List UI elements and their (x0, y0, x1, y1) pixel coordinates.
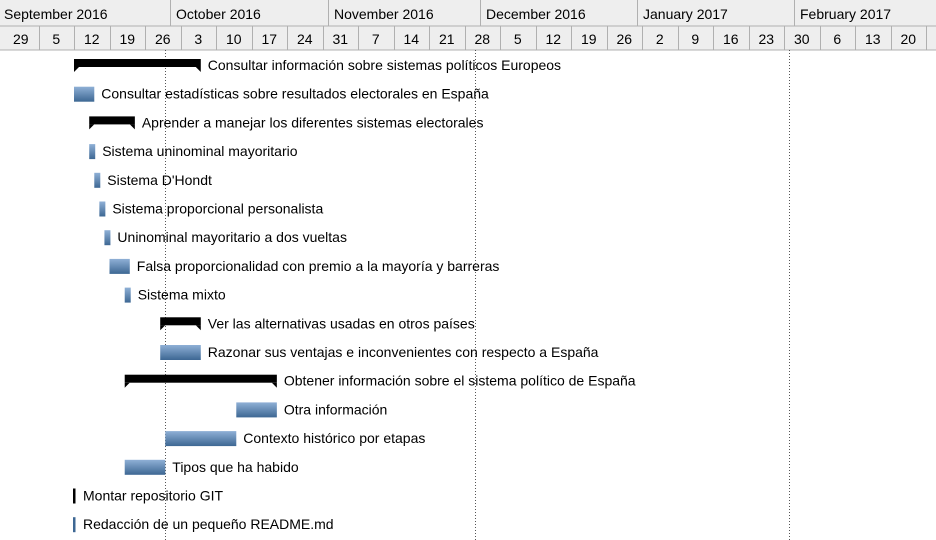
task-row: Sistema mixto (124, 287, 226, 303)
week-label: 31 (332, 31, 348, 47)
week-label: 26 (616, 31, 632, 47)
summary-bar-right-cap (195, 67, 201, 72)
month-label: February 2017 (800, 6, 891, 22)
task-row: Razonar sus ventajas e inconvenientes co… (160, 344, 599, 360)
month-label: November 2016 (334, 6, 434, 22)
month-header-bg (0, 0, 936, 26)
month-label: December 2016 (486, 6, 586, 22)
week-label: 12 (84, 31, 100, 47)
week-label: 5 (52, 31, 60, 47)
task-label: Ver las alternativas usadas en otros paí… (208, 315, 475, 331)
week-label: 21 (439, 31, 455, 47)
task-row: Otra información (236, 401, 387, 418)
week-label: 26 (155, 31, 171, 47)
task-label: Sistema uninominal mayoritario (102, 143, 298, 159)
week-header-bg (0, 26, 936, 50)
week-label: 5 (514, 31, 522, 47)
task-label: Otra información (284, 401, 387, 417)
week-label: 7 (372, 31, 380, 47)
month-label: January 2017 (643, 6, 728, 22)
task-row: Obtener información sobre el sistema pol… (124, 373, 636, 389)
task-label: Uninominal mayoritario a dos vueltas (117, 229, 347, 245)
week-label: 19 (581, 31, 597, 47)
summary-bar (160, 317, 201, 326)
week-label: 20 (900, 31, 916, 47)
task-label: Sistema mixto (138, 287, 226, 303)
task-row: Aprender a manejar los diferentes sistem… (89, 114, 483, 130)
week-label: 16 (723, 31, 739, 47)
task-row: Consultar información sobre sistemas pol… (74, 57, 561, 73)
milestone-marker (73, 488, 76, 504)
task-bar (124, 287, 131, 303)
week-label: 29 (13, 31, 29, 47)
task-row: Ver las alternativas usadas en otros paí… (160, 315, 475, 331)
week-label: 9 (691, 31, 699, 47)
week-label: 2 (656, 31, 664, 47)
task-label: Razonar sus ventajas e inconvenientes co… (208, 344, 599, 360)
week-label: 19 (119, 31, 135, 47)
task-row: Sistema proporcional personalista (99, 201, 323, 217)
task-label: Redacción de un pequeño README.md (83, 516, 334, 532)
task-row: Falsa proporcionalidad con premio a la m… (109, 258, 500, 274)
summary-bar-right-cap (195, 325, 201, 331)
task-bar (236, 402, 277, 418)
task-row: Consultar estadísticas sobre resultados … (74, 86, 489, 102)
task-label: Sistema proporcional personalista (112, 201, 323, 217)
milestone-marker (73, 517, 76, 533)
week-label: 30 (794, 31, 810, 47)
task-row: Sistema uninominal mayoritario (89, 143, 298, 160)
task-label: Obtener información sobre el sistema pol… (284, 373, 636, 389)
task-label: Falsa proporcionalidad con premio a la m… (137, 258, 500, 274)
summary-bar (89, 116, 135, 125)
week-label: 23 (758, 31, 774, 47)
summary-bar-left-cap (160, 325, 166, 331)
summary-bar-right-cap (271, 382, 277, 388)
task-row: Tipos que ha habido (124, 459, 299, 475)
task-row: Sistema D'Hondt (94, 172, 212, 188)
task-row: Montar repositorio GIT (73, 488, 223, 504)
task-bar (104, 230, 111, 246)
month-label: October 2016 (176, 6, 261, 22)
task-row: Redacción de un pequeño README.md (73, 516, 334, 533)
task-label: Tipos que ha habido (172, 459, 299, 475)
task-label: Contexto histórico por etapas (243, 430, 425, 446)
timeline-grid (165, 50, 790, 540)
summary-bar-left-cap (74, 67, 79, 72)
week-label: 24 (297, 31, 313, 47)
task-bar (124, 459, 166, 475)
task-bar (74, 86, 95, 102)
task-bar (89, 144, 96, 160)
week-label: 6 (833, 31, 841, 47)
task-label: Montar repositorio GIT (83, 488, 223, 504)
task-label: Aprender a manejar los diferentes sistem… (142, 114, 484, 130)
week-label: 14 (403, 31, 419, 47)
task-bar (94, 172, 101, 188)
week-label: 17 (261, 31, 277, 47)
task-bar (160, 345, 201, 360)
task-label: Consultar estadísticas sobre resultados … (101, 86, 489, 102)
task-rows: Consultar información sobre sistemas pol… (73, 57, 636, 533)
summary-bar (74, 59, 201, 67)
task-label: Consultar información sobre sistemas pol… (208, 57, 561, 73)
summary-bar-left-cap (124, 382, 130, 388)
week-label: 13 (865, 31, 881, 47)
month-label: September 2016 (4, 6, 108, 22)
task-row: Contexto histórico por etapas (165, 430, 425, 447)
task-bar (99, 201, 106, 217)
week-label: 28 (474, 31, 490, 47)
summary-bar-left-cap (89, 124, 95, 130)
week-label: 12 (545, 31, 561, 47)
timeline-header: September 2016 October 2016 November 2016 D… (0, 0, 936, 51)
week-label: 3 (194, 31, 202, 47)
task-bar (165, 431, 237, 447)
task-bar (109, 258, 130, 274)
summary-bar-right-cap (129, 124, 135, 130)
summary-bar (124, 374, 277, 383)
task-row: Uninominal mayoritario a dos vueltas (104, 229, 347, 246)
week-label: 10 (226, 31, 242, 47)
task-label: Sistema D'Hondt (107, 172, 212, 188)
